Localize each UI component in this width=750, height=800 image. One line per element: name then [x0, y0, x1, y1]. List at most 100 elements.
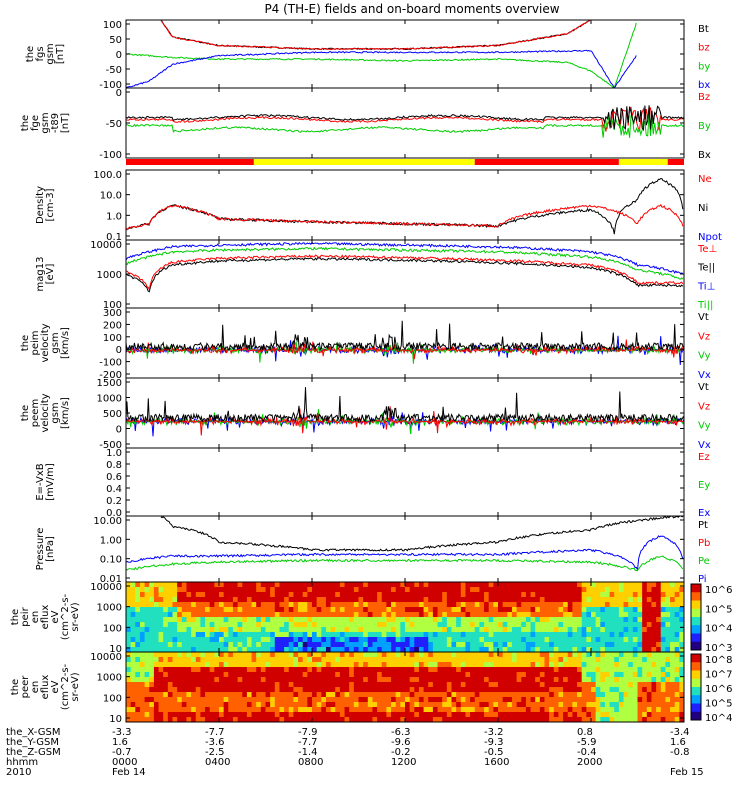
spec-cell: [167, 712, 174, 718]
spec-cell: [284, 687, 290, 693]
spec-cell: [595, 582, 601, 588]
spec-cell: [516, 622, 522, 628]
spec-cell: [209, 682, 215, 688]
spec-cell: [321, 622, 327, 628]
spec-cell: [511, 662, 518, 668]
spec-cell: [400, 697, 406, 703]
spec-cell: [674, 697, 680, 703]
spec-cell: [442, 677, 448, 683]
spec-cell: [251, 622, 257, 628]
spec-cell: [242, 592, 248, 598]
spec-cell: [544, 587, 550, 593]
spec-cell: [600, 612, 606, 618]
spec-cell: [144, 592, 150, 598]
spec-cell: [535, 697, 541, 703]
spec-cell: [335, 587, 341, 593]
spec-cell: [325, 637, 332, 643]
spec-cell: [237, 587, 243, 593]
spec-cell: [414, 717, 420, 722]
spec-cell: [665, 712, 671, 718]
spec-cell: [451, 587, 457, 593]
spec-cell: [567, 597, 573, 603]
spec-cell: [298, 692, 304, 698]
spec-cell: [349, 702, 355, 708]
spec-cell: [214, 642, 220, 648]
spec-cell: [470, 707, 476, 713]
spec-cell: [339, 692, 346, 698]
spec-cell: [446, 622, 453, 628]
spec-cell: [270, 672, 276, 678]
spec-cell: [391, 632, 397, 638]
spec-cell: [395, 617, 401, 623]
spec-cell: [372, 677, 378, 683]
spec-cell: [591, 667, 597, 673]
spec-cell: [544, 602, 550, 608]
spec-cell: [177, 662, 183, 668]
spec-cell: [642, 582, 648, 588]
spec-cell: [358, 632, 364, 638]
spec-cell: [135, 612, 141, 618]
spec-cell: [367, 707, 374, 713]
colorbar-label: 10^8: [705, 655, 732, 666]
spec-cell: [372, 607, 378, 613]
spec-cell: [646, 637, 653, 643]
spec-cell: [144, 622, 150, 628]
spec-cell: [451, 652, 457, 658]
spec-cell: [265, 612, 271, 618]
spec-cell: [432, 667, 439, 673]
spec-cell: [563, 717, 569, 722]
spec-cell: [632, 677, 639, 683]
spec-cell: [177, 657, 183, 663]
spec-cell: [446, 712, 453, 718]
spec-cell: [539, 672, 546, 678]
spec-cell: [321, 607, 327, 613]
spec-cell: [591, 627, 597, 633]
spec-cell: [246, 647, 253, 652]
spec-cell: [595, 652, 601, 658]
spec-cell: [242, 682, 248, 688]
spec-cell: [307, 612, 313, 618]
spec-cell: [274, 687, 281, 693]
spec-cell: [288, 702, 294, 708]
spec-cell: [219, 582, 225, 588]
spec-cell: [609, 667, 615, 673]
spec-cell: [632, 672, 639, 678]
spec-cell: [270, 692, 276, 698]
spec-cell: [479, 702, 485, 708]
spec-cell: [167, 707, 174, 713]
spec-cell: [256, 707, 262, 713]
spec-cell: [600, 657, 606, 663]
spec-cell: [665, 612, 671, 618]
spec-cell: [205, 592, 211, 598]
spec-cell: [507, 582, 513, 588]
spec-cell: [488, 622, 494, 628]
spec-cell: [535, 607, 541, 613]
spec-cell: [302, 627, 308, 633]
spec-cell: [321, 707, 327, 713]
spec-cell: [335, 627, 341, 633]
spec-cell: [493, 697, 499, 703]
spec-cell: [581, 637, 587, 643]
spec-cell: [232, 632, 239, 638]
spec-cell: [312, 622, 318, 628]
spec-cell: [577, 597, 583, 603]
spec-cell: [223, 582, 229, 588]
spec-cell: [502, 587, 508, 593]
spec-cell: [595, 622, 601, 628]
spec-cell: [567, 642, 573, 648]
spec-cell: [656, 627, 662, 633]
spec-cell: [330, 697, 336, 703]
spec-cell: [428, 637, 434, 643]
spec-cell: [363, 657, 369, 663]
spec-cell: [144, 652, 150, 658]
spec-cell: [674, 707, 680, 713]
spec-cell: [525, 672, 532, 678]
spec-cell: [563, 682, 569, 688]
spec-cell: [163, 582, 169, 588]
spec-cell: [358, 687, 364, 693]
spec-cell: [600, 712, 606, 718]
spec-cell: [493, 597, 499, 603]
spec-cell: [335, 612, 341, 618]
spec-cell: [460, 627, 467, 633]
